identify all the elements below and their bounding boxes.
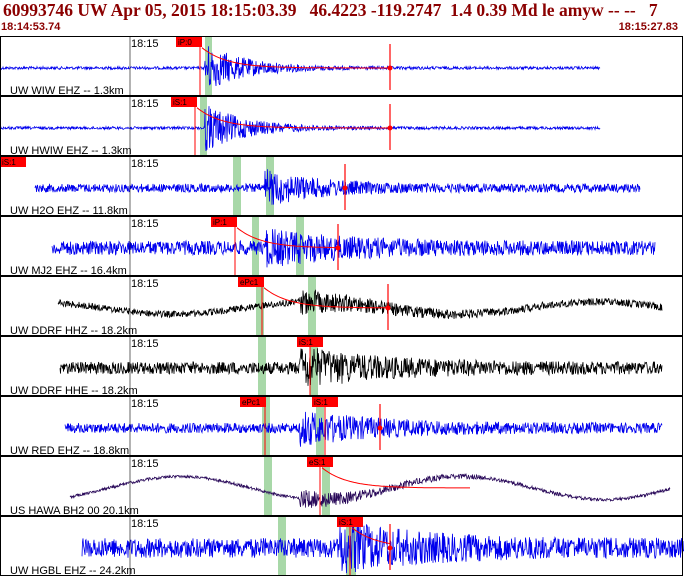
- pick-window: [310, 336, 318, 396]
- station-label: UW HGBL EHZ -- 24.2km: [10, 565, 136, 577]
- panel-border: [0, 156, 683, 216]
- time-tick-label: 18:15: [131, 518, 159, 530]
- waveform-h2o: [34, 169, 641, 205]
- time-tick-label: 18:15: [131, 98, 159, 110]
- trace-panel-red: ePc1 iS:1 18:15 UW RED EHZ -- 18.8km: [0, 396, 683, 457]
- panel-border: [0, 96, 683, 156]
- trace-panel-hgbl: iS:1 18:15 UW HGBL EHZ -- 24.2km: [0, 516, 684, 577]
- pick-flag: [297, 337, 323, 347]
- pick-label: iP:0: [178, 38, 192, 47]
- waveform-hwiw: [0, 106, 601, 152]
- station-label: UW DDRF HHE -- 18.2km: [10, 385, 138, 397]
- coda-curve: [236, 227, 337, 249]
- station-label: UW MJ2 EHZ -- 16.4km: [10, 265, 127, 277]
- pick-flag: [211, 217, 237, 227]
- time-tick-label: 18:15: [131, 338, 159, 350]
- pick-label: ePc1: [242, 398, 261, 407]
- coda-end-dot: [342, 185, 348, 191]
- coda-end-dot: [387, 125, 393, 131]
- time-tick-label: 18:15: [131, 38, 159, 50]
- waveform-hgbl: [81, 521, 684, 574]
- pick-label: iP:1: [213, 218, 227, 227]
- trace-panel-ddrfhhz: ePc1 18:15 UW DDRF HHZ -- 18.2km: [0, 276, 683, 337]
- panel-border: [0, 456, 683, 516]
- trace-panel-hawa: eS:1 18:15 US HAWA BH2 00 20.1km: [0, 456, 683, 517]
- coda-curve: [321, 467, 470, 489]
- coda-curve: [351, 527, 391, 545]
- station-label: US HAWA BH2 00 20.1km: [10, 505, 139, 517]
- time-tick-label: 18:15: [131, 218, 159, 230]
- time-tick-label: 18:15: [131, 398, 159, 410]
- pick-flag: [307, 457, 333, 467]
- pick-label: eS:1: [309, 458, 326, 467]
- waveform-red: [64, 411, 663, 447]
- station-label: UW HWIW EHZ -- 1.3km: [10, 145, 132, 157]
- coda-end-dot: [387, 65, 393, 71]
- coda-end-dot: [377, 425, 383, 431]
- event-title: 60993746 UW Apr 05, 2015 18:15:03.39 46.…: [3, 0, 658, 20]
- trace-panel-hwiw: iS:1 18:15 UW HWIW EHZ -- 1.3km: [0, 96, 683, 157]
- pick-window: [256, 276, 264, 336]
- trace-panel-ddrfhhe: iS:1 18:15 UW DDRF HHE -- 18.2km: [0, 336, 683, 397]
- trace-panel-mj2: iP:1 18:15 UW MJ2 EHZ -- 16.4km: [0, 216, 683, 277]
- time-tick-label: 18:15: [131, 158, 159, 170]
- panel-border: [0, 216, 683, 276]
- coda-curve: [201, 47, 390, 69]
- station-label: UW H2O EHZ -- 11.8km: [10, 205, 128, 217]
- pick-flag: [240, 397, 266, 407]
- start-time-label: 18:14:53.74: [1, 21, 61, 33]
- coda-curve: [196, 107, 389, 129]
- waveform-hawa: [69, 472, 671, 508]
- station-label: UW WIW EHZ -- 1.3km: [10, 85, 124, 97]
- time-tick-label: 18:15: [131, 458, 159, 470]
- panel-border: [0, 336, 683, 396]
- waveform-ddrfhhz: [57, 289, 663, 319]
- coda-end-dot: [385, 305, 391, 311]
- pick-flag: [176, 37, 202, 47]
- pick-label: ePc1: [240, 278, 259, 287]
- pick-flag: [238, 277, 264, 287]
- pick-flag: [0, 157, 26, 167]
- waveform-wiw: [0, 46, 601, 87]
- end-time-label: 18:15:27.83: [618, 21, 678, 33]
- coda-curve: [263, 287, 389, 309]
- station-label: UW RED EHZ -- 18.8km: [10, 445, 129, 457]
- pick-flag: [312, 397, 338, 407]
- panel-border: [0, 516, 683, 576]
- panel-border: [0, 396, 683, 456]
- pick-window: [200, 96, 207, 156]
- pick-label: iS:1: [2, 158, 16, 167]
- pick-window: [205, 36, 212, 96]
- pick-label: iS:1: [339, 518, 353, 527]
- trace-panel-wiw: iP:0 18:15 UW WIW EHZ -- 1.3km: [0, 36, 683, 97]
- station-label: UW DDRF HHZ -- 18.2km: [10, 325, 137, 337]
- coda-end-dot: [335, 245, 341, 251]
- pick-label: iS:1: [173, 98, 187, 107]
- pick-label: iS:1: [314, 398, 328, 407]
- time-tick-label: 18:15: [131, 278, 159, 290]
- waveform-mj2: [51, 229, 656, 268]
- pick-flag: [337, 517, 363, 527]
- pick-window: [264, 456, 272, 516]
- event-header: 60993746 UW Apr 05, 2015 18:15:03.39 46.…: [0, 0, 684, 36]
- pick-flag: [171, 97, 197, 107]
- panel-border: [0, 276, 683, 336]
- trace-panel-h2o: iS:1 18:15 UW H2O EHZ -- 11.8km: [0, 156, 683, 217]
- pick-window: [252, 216, 259, 276]
- panel-border: [0, 36, 683, 96]
- coda-end-dot: [387, 545, 393, 551]
- waveform-ddrfhhe: [59, 348, 663, 386]
- pick-window: [322, 456, 330, 516]
- pick-label: iS:1: [299, 338, 313, 347]
